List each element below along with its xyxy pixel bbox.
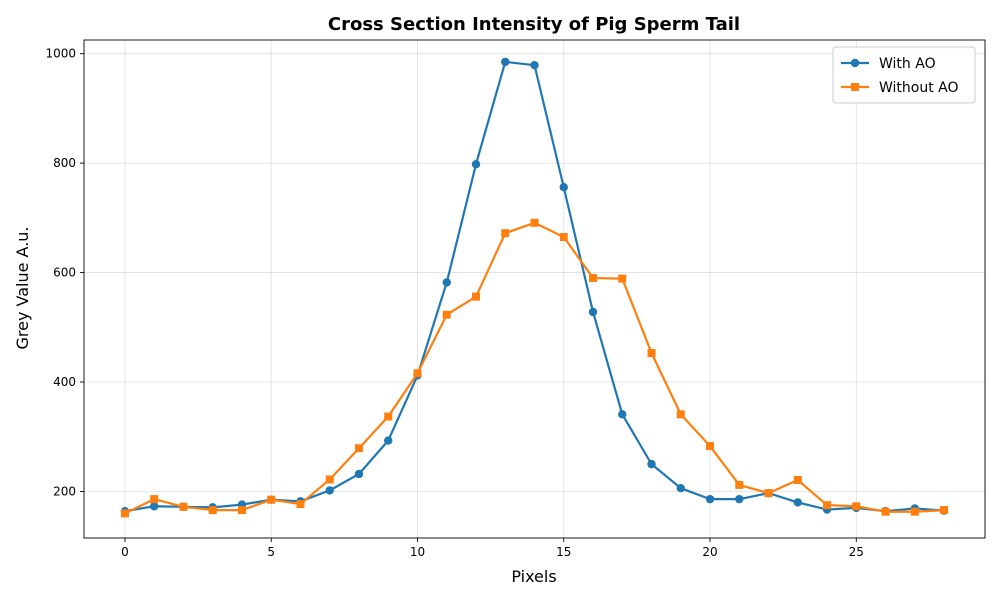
- axes: 0 5 10 15 20 25 200 400 600 800 1000: [45, 39, 986, 559]
- data-point: [647, 459, 656, 469]
- legend: With AO Without AO: [832, 46, 976, 104]
- plot-series: [120, 57, 949, 518]
- data-point: [764, 489, 773, 498]
- y-tick-label: 800: [53, 156, 76, 170]
- data-point: [208, 506, 217, 515]
- data-point: [354, 444, 363, 453]
- data-point: [559, 233, 568, 242]
- data-point: [618, 274, 627, 283]
- data-point: [442, 278, 451, 287]
- data-point: [676, 484, 685, 493]
- data-point: [735, 480, 744, 489]
- data-point: [501, 57, 510, 67]
- data-point: [589, 274, 598, 283]
- data-point: [325, 486, 334, 495]
- legend-item: Without AO: [841, 80, 959, 96]
- data-point: [442, 310, 451, 319]
- legend-box: [832, 46, 976, 104]
- plot-frame: [83, 39, 986, 539]
- chart-title: Cross Section Intensity of Pig Sperm Tai…: [328, 14, 740, 35]
- data-point: [501, 229, 510, 238]
- data-point: [471, 160, 481, 169]
- data-point: [823, 501, 832, 510]
- data-point: [706, 442, 715, 451]
- data-point: [237, 506, 246, 515]
- legend-label: With AO: [879, 56, 936, 72]
- data-point: [852, 502, 861, 511]
- legend-marker: [850, 58, 860, 68]
- data-point: [940, 506, 949, 515]
- data-point: [120, 509, 129, 518]
- data-point: [705, 494, 715, 504]
- x-tick-label: 20: [702, 545, 717, 559]
- y-tick-label: 600: [53, 266, 76, 280]
- data-point: [735, 494, 744, 504]
- data-point: [881, 507, 890, 516]
- data-point: [793, 475, 802, 484]
- data-point: [296, 500, 305, 509]
- data-point: [325, 475, 334, 484]
- x-tick-label: 10: [410, 545, 425, 559]
- data-point: [910, 507, 919, 516]
- legend-label: Without AO: [879, 80, 959, 96]
- data-point: [793, 498, 802, 507]
- data-point: [647, 349, 656, 358]
- data-point: [150, 495, 159, 504]
- y-axis-label: Grey Value A.u.: [13, 226, 32, 349]
- x-tick-label: 25: [849, 545, 864, 559]
- x-tick-label: 0: [121, 545, 129, 559]
- data-point: [150, 502, 159, 511]
- x-axis-label: Pixels: [511, 567, 556, 586]
- y-tick-label: 400: [53, 375, 76, 389]
- data-point: [530, 218, 539, 227]
- data-point: [559, 183, 568, 192]
- legend-item: With AO: [841, 56, 936, 72]
- legend-marker: [851, 83, 859, 91]
- data-point: [676, 410, 685, 419]
- data-point: [267, 495, 276, 504]
- series-2: [120, 218, 949, 518]
- data-point: [413, 369, 422, 378]
- data-point: [384, 412, 393, 421]
- data-point: [354, 469, 364, 479]
- data-point: [618, 410, 627, 419]
- x-tick-label: 5: [267, 545, 275, 559]
- data-point: [530, 60, 539, 70]
- x-tick-label: 15: [556, 545, 571, 559]
- data-point: [588, 307, 598, 317]
- y-tick-label: 200: [53, 484, 76, 498]
- data-point: [471, 292, 480, 301]
- data-point: [179, 502, 188, 511]
- y-tick-label: 1000: [45, 47, 76, 61]
- data-point: [384, 436, 393, 445]
